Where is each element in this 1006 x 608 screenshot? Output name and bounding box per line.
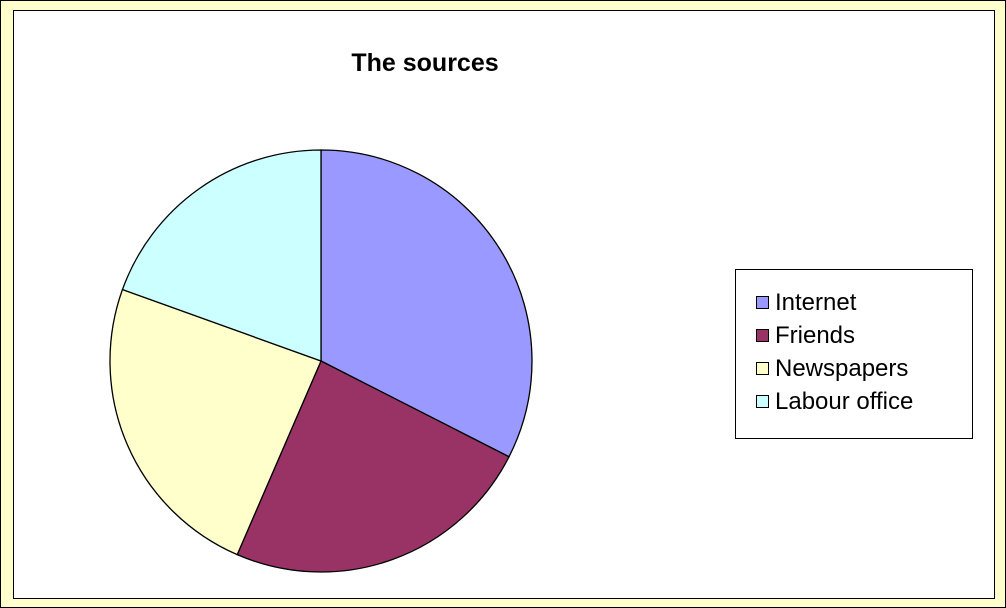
- legend-label-internet: Internet: [775, 288, 857, 316]
- legend-item-labour-office: Labour office: [736, 385, 972, 418]
- legend-item-newspapers: Newspapers: [736, 352, 972, 385]
- legend-swatch-friends: [756, 329, 769, 342]
- legend-swatch-labour-office: [756, 395, 769, 408]
- legend-item-friends: Friends: [736, 319, 972, 352]
- pie-chart: [109, 149, 533, 573]
- legend-swatch-internet: [756, 296, 769, 309]
- legend-swatch-newspapers: [756, 362, 769, 375]
- legend-label-labour-office: Labour office: [775, 387, 914, 415]
- slice-labour-office: [121, 149, 322, 362]
- legend: Internet Friends Newspapers Labour offic…: [735, 269, 973, 439]
- legend-label-friends: Friends: [775, 321, 856, 349]
- slice-newspapers: [109, 288, 322, 556]
- chart-area: The sources Internet Friends Newspapers …: [13, 10, 995, 599]
- legend-item-internet: Internet: [736, 286, 972, 319]
- slice-internet: [320, 149, 533, 458]
- chart-title: The sources: [351, 49, 499, 77]
- slice-friends: [236, 360, 510, 573]
- legend-label-newspapers: Newspapers: [775, 354, 909, 382]
